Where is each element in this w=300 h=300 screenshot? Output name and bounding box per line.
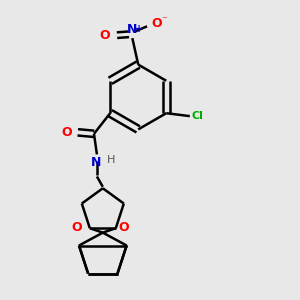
Text: H: H [106,155,115,165]
Text: O: O [118,221,129,234]
Text: O: O [72,221,83,234]
Text: N: N [127,23,137,36]
Text: ⁻: ⁻ [161,15,167,26]
Text: O: O [61,126,72,139]
Text: +: + [135,24,143,34]
Text: O: O [152,17,162,30]
Text: Cl: Cl [191,111,203,121]
Text: N: N [91,156,101,169]
Text: O: O [100,29,110,42]
